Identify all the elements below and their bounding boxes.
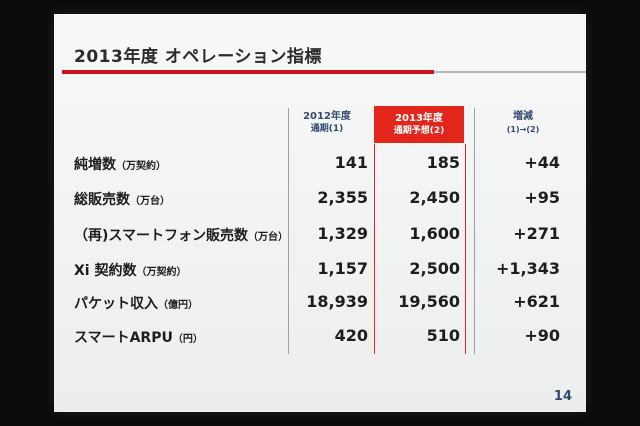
- table-row-xi-subscriptions: Xi 契約数（万契約） 1,157 2,500 +1,343: [54, 254, 586, 284]
- title-underline-grey: [434, 71, 586, 73]
- row-label: パケット収入: [74, 296, 158, 312]
- value-2013: 2,500: [409, 259, 460, 278]
- header-change-sub: (1)→(2): [506, 125, 540, 134]
- value-change: +95: [524, 188, 560, 207]
- value-change: +621: [513, 292, 560, 311]
- header-2012-period: 通期(1): [310, 124, 344, 134]
- value-2012: 141: [334, 153, 368, 172]
- row-label: スマートARPU: [74, 330, 173, 346]
- forecast-column-border-right: [465, 144, 466, 354]
- column-divider: [474, 108, 475, 354]
- header-change: 増減 (1)→(2): [486, 110, 560, 136]
- value-2013: 19,560: [398, 292, 460, 311]
- header-2012-year: 2012年度: [303, 111, 351, 122]
- table-row-smartphone-sales: （再)スマートフォン販売数（万台） 1,329 1,600 +271: [54, 219, 586, 249]
- table-row-packet-revenue: パケット収入（億円） 18,939 19,560 +621: [54, 287, 586, 317]
- slide-title: 2013年度 オペレーション指標: [74, 47, 322, 67]
- value-change: +44: [524, 153, 560, 172]
- row-unit: （億円）: [158, 300, 198, 311]
- row-unit: （万契約）: [136, 267, 187, 278]
- header-change-title: 増減: [513, 111, 533, 122]
- value-2012: 1,329: [317, 224, 368, 243]
- value-2013: 2,450: [409, 188, 460, 207]
- forecast-column-border-left: [374, 144, 375, 354]
- row-label: 純増数: [74, 157, 116, 173]
- row-unit: （円）: [172, 334, 203, 345]
- row-unit: （万契約）: [116, 161, 166, 172]
- row-label: （再)スマートフォン販売数: [74, 228, 248, 244]
- row-unit: （万台）: [247, 232, 288, 243]
- header-2012: 2012年度 通期(1): [284, 110, 370, 136]
- value-change: +90: [524, 326, 560, 345]
- value-2012: 18,939: [306, 292, 368, 311]
- value-2012: 1,157: [317, 259, 368, 278]
- value-2012: 2,355: [317, 188, 368, 207]
- value-change: +271: [513, 224, 560, 243]
- title-underline-red: [62, 70, 434, 74]
- value-2013: 510: [426, 326, 460, 345]
- page-number: 14: [553, 389, 572, 404]
- header-2013-forecast: 2013年度 通期予想(2): [374, 106, 464, 143]
- table-row-total-sales: 総販売数（万台） 2,355 2,450 +95: [54, 183, 586, 213]
- row-label: 総販売数: [74, 192, 130, 208]
- value-2012: 420: [334, 326, 368, 345]
- value-change: +1,343: [495, 259, 560, 278]
- row-label: Xi 契約数: [74, 263, 137, 279]
- header-2013-period: 通期予想(2): [393, 125, 445, 136]
- table-row-net-additions: 純増数（万契約） 141 185 +44: [54, 148, 586, 178]
- table-row-smart-arpu: スマートARPU（円） 420 510 +90: [54, 321, 586, 351]
- row-unit: （万台）: [130, 196, 170, 207]
- column-divider: [288, 108, 289, 354]
- value-2013: 1,600: [409, 224, 460, 243]
- presentation-slide: 2013年度 オペレーション指標 2012年度 通期(1) 2013年度 通期予…: [54, 14, 586, 412]
- header-2013-year: 2013年度: [395, 112, 443, 124]
- value-2013: 185: [426, 153, 460, 172]
